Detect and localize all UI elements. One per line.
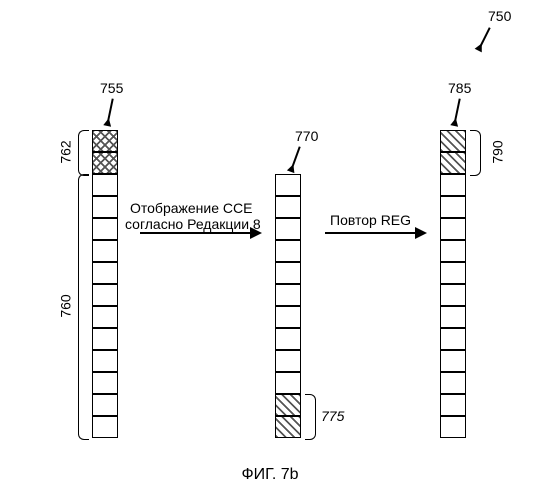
- col1-cell: [92, 372, 118, 394]
- col3-cell: [440, 262, 466, 284]
- col1-cell: [92, 416, 118, 438]
- col2-cell: [275, 416, 301, 438]
- brace-790: [470, 130, 481, 176]
- ref-755-head: [103, 117, 112, 126]
- col3-cell: [440, 152, 466, 174]
- col1-cell: [92, 130, 118, 152]
- col2-cell: [275, 196, 301, 218]
- brace-775: [305, 394, 316, 440]
- ref-750-label: 750: [488, 8, 511, 24]
- col3-cell: [440, 306, 466, 328]
- col1-cell: [92, 284, 118, 306]
- col3-cell: [440, 130, 466, 152]
- col1-cell: [92, 218, 118, 240]
- col3-cell: [440, 196, 466, 218]
- col3-cell: [440, 240, 466, 262]
- col2-cell: [275, 350, 301, 372]
- col2-cell: [275, 284, 301, 306]
- label-790: 790: [490, 140, 506, 163]
- col1-cell: [92, 152, 118, 174]
- col2-cell: [275, 240, 301, 262]
- label-760: 760: [58, 294, 74, 317]
- col2-cell: [275, 174, 301, 196]
- arrow-cce-mapping-line: [140, 232, 250, 234]
- arrow1-text-line1: Отображение CCE: [130, 200, 252, 216]
- col3-cell: [440, 416, 466, 438]
- arrow-reg-repeat-line: [325, 232, 415, 234]
- ref-785-label: 785: [448, 80, 471, 96]
- col2-cell: [275, 328, 301, 350]
- col1-cell: [92, 240, 118, 262]
- col2-cell: [275, 218, 301, 240]
- arrow-reg-repeat-head: [415, 227, 427, 239]
- ref-770-label: 770: [295, 128, 318, 144]
- ref-755-label: 755: [100, 80, 123, 96]
- col2-cell: [275, 394, 301, 416]
- col3-cell: [440, 372, 466, 394]
- col1-cell: [92, 350, 118, 372]
- arrow1-text-line2: согласно Редакции 8: [125, 216, 261, 232]
- col3-cell: [440, 394, 466, 416]
- col3-cell: [440, 284, 466, 306]
- ref-750-head: [475, 42, 486, 53]
- arrow2-text-line1: Повтор REG: [330, 212, 411, 228]
- col1-cell: [92, 328, 118, 350]
- label-775: 775: [321, 408, 344, 424]
- figure-caption: ФИГ. 7b: [0, 466, 540, 484]
- col3-cell: [440, 218, 466, 240]
- col3-cell: [440, 350, 466, 372]
- label-762: 762: [58, 140, 74, 163]
- figure-7b: Отображение CCEсогласно Редакции 8 Повтор…: [0, 0, 540, 500]
- col2-cell: [275, 372, 301, 394]
- col1-cell: [92, 306, 118, 328]
- col1-cell: [92, 262, 118, 284]
- col3-cell: [440, 174, 466, 196]
- brace-760: [78, 174, 89, 440]
- col3-cell: [440, 328, 466, 350]
- ref-770-head: [287, 163, 297, 173]
- col1-cell: [92, 174, 118, 196]
- col1-cell: [92, 196, 118, 218]
- col1-cell: [92, 394, 118, 416]
- ref-785-head: [450, 117, 459, 126]
- col2-cell: [275, 262, 301, 284]
- col2-cell: [275, 306, 301, 328]
- brace-762: [78, 130, 89, 176]
